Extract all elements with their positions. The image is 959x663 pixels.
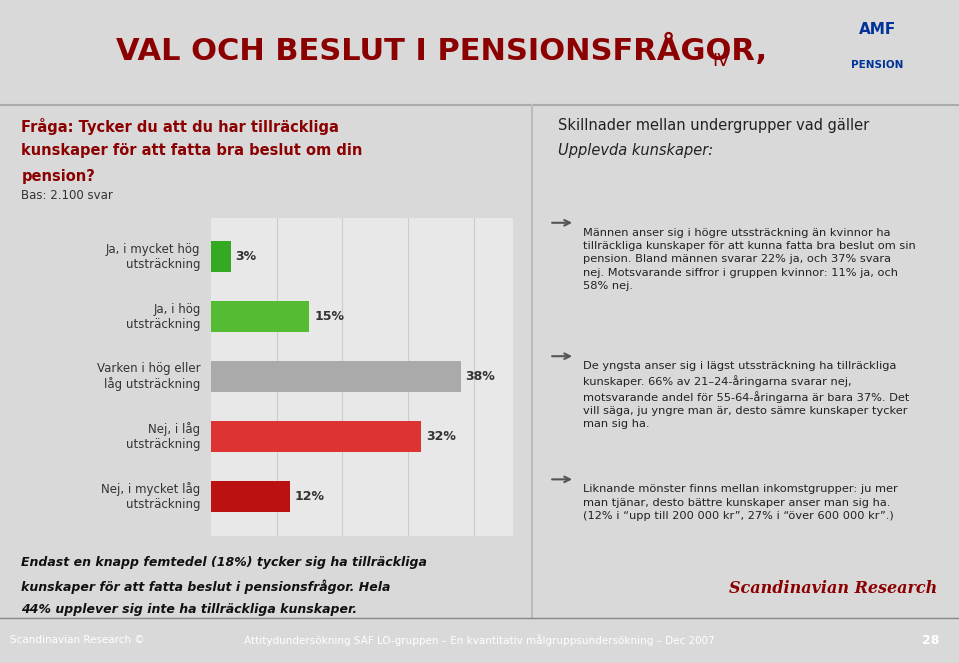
Text: 15%: 15% — [315, 310, 344, 323]
Text: IV: IV — [713, 52, 730, 70]
Text: Skillnader mellan undergrupper vad gäller: Skillnader mellan undergrupper vad gälle… — [558, 117, 869, 133]
Text: Bas: 2.100 svar: Bas: 2.100 svar — [21, 190, 113, 202]
Bar — [211, 301, 310, 332]
Text: Attitydundersökning SAF LO-gruppen – En kvantitativ målgruppsundersökning – Dec : Attitydundersökning SAF LO-gruppen – En … — [245, 634, 714, 646]
Text: Fråga: Tycker du att du har tillräckliga: Fråga: Tycker du att du har tillräckliga — [21, 117, 339, 135]
Bar — [211, 241, 231, 272]
Text: 28: 28 — [923, 634, 940, 647]
Text: kunskaper för att fatta bra beslut om din: kunskaper för att fatta bra beslut om di… — [21, 143, 363, 158]
Text: PENSION: PENSION — [852, 60, 903, 70]
Text: VAL OCH BESLUT I PENSIONSFRÅGOR,: VAL OCH BESLUT I PENSIONSFRÅGOR, — [116, 34, 766, 66]
Text: 32%: 32% — [426, 430, 456, 444]
Bar — [211, 361, 460, 392]
Bar — [211, 481, 290, 512]
Text: 38%: 38% — [465, 370, 495, 383]
Text: Endast en knapp femtedel (18%) tycker sig ha tillräckliga: Endast en knapp femtedel (18%) tycker si… — [21, 556, 427, 570]
Text: Liknande mönster finns mellan inkomstgrupper: ju mer
man tjänar, desto bättre ku: Liknande mönster finns mellan inkomstgru… — [583, 485, 899, 521]
Text: 44% upplever sig inte ha tillräckliga kunskaper.: 44% upplever sig inte ha tillräckliga ku… — [21, 603, 358, 615]
Text: Männen anser sig i högre utssträckning än kvinnor ha
tillräckliga kunskaper för : Männen anser sig i högre utssträckning ä… — [583, 228, 916, 290]
Text: 12%: 12% — [294, 491, 324, 503]
Text: 3%: 3% — [235, 250, 256, 263]
Text: kunskaper för att fatta beslut i pensionsfrågor. Hela: kunskaper för att fatta beslut i pension… — [21, 579, 390, 594]
Text: AMF: AMF — [859, 23, 896, 37]
Text: Scandinavian Research: Scandinavian Research — [730, 580, 938, 597]
Text: Upplevda kunskaper:: Upplevda kunskaper: — [558, 143, 713, 158]
Bar — [211, 421, 421, 452]
Text: pension?: pension? — [21, 169, 95, 184]
Text: De yngsta anser sig i lägst utssträckning ha tillräckliga
kunskaper. 66% av 21–2: De yngsta anser sig i lägst utssträcknin… — [583, 361, 910, 430]
Text: Scandinavian Research ©: Scandinavian Research © — [10, 635, 144, 646]
